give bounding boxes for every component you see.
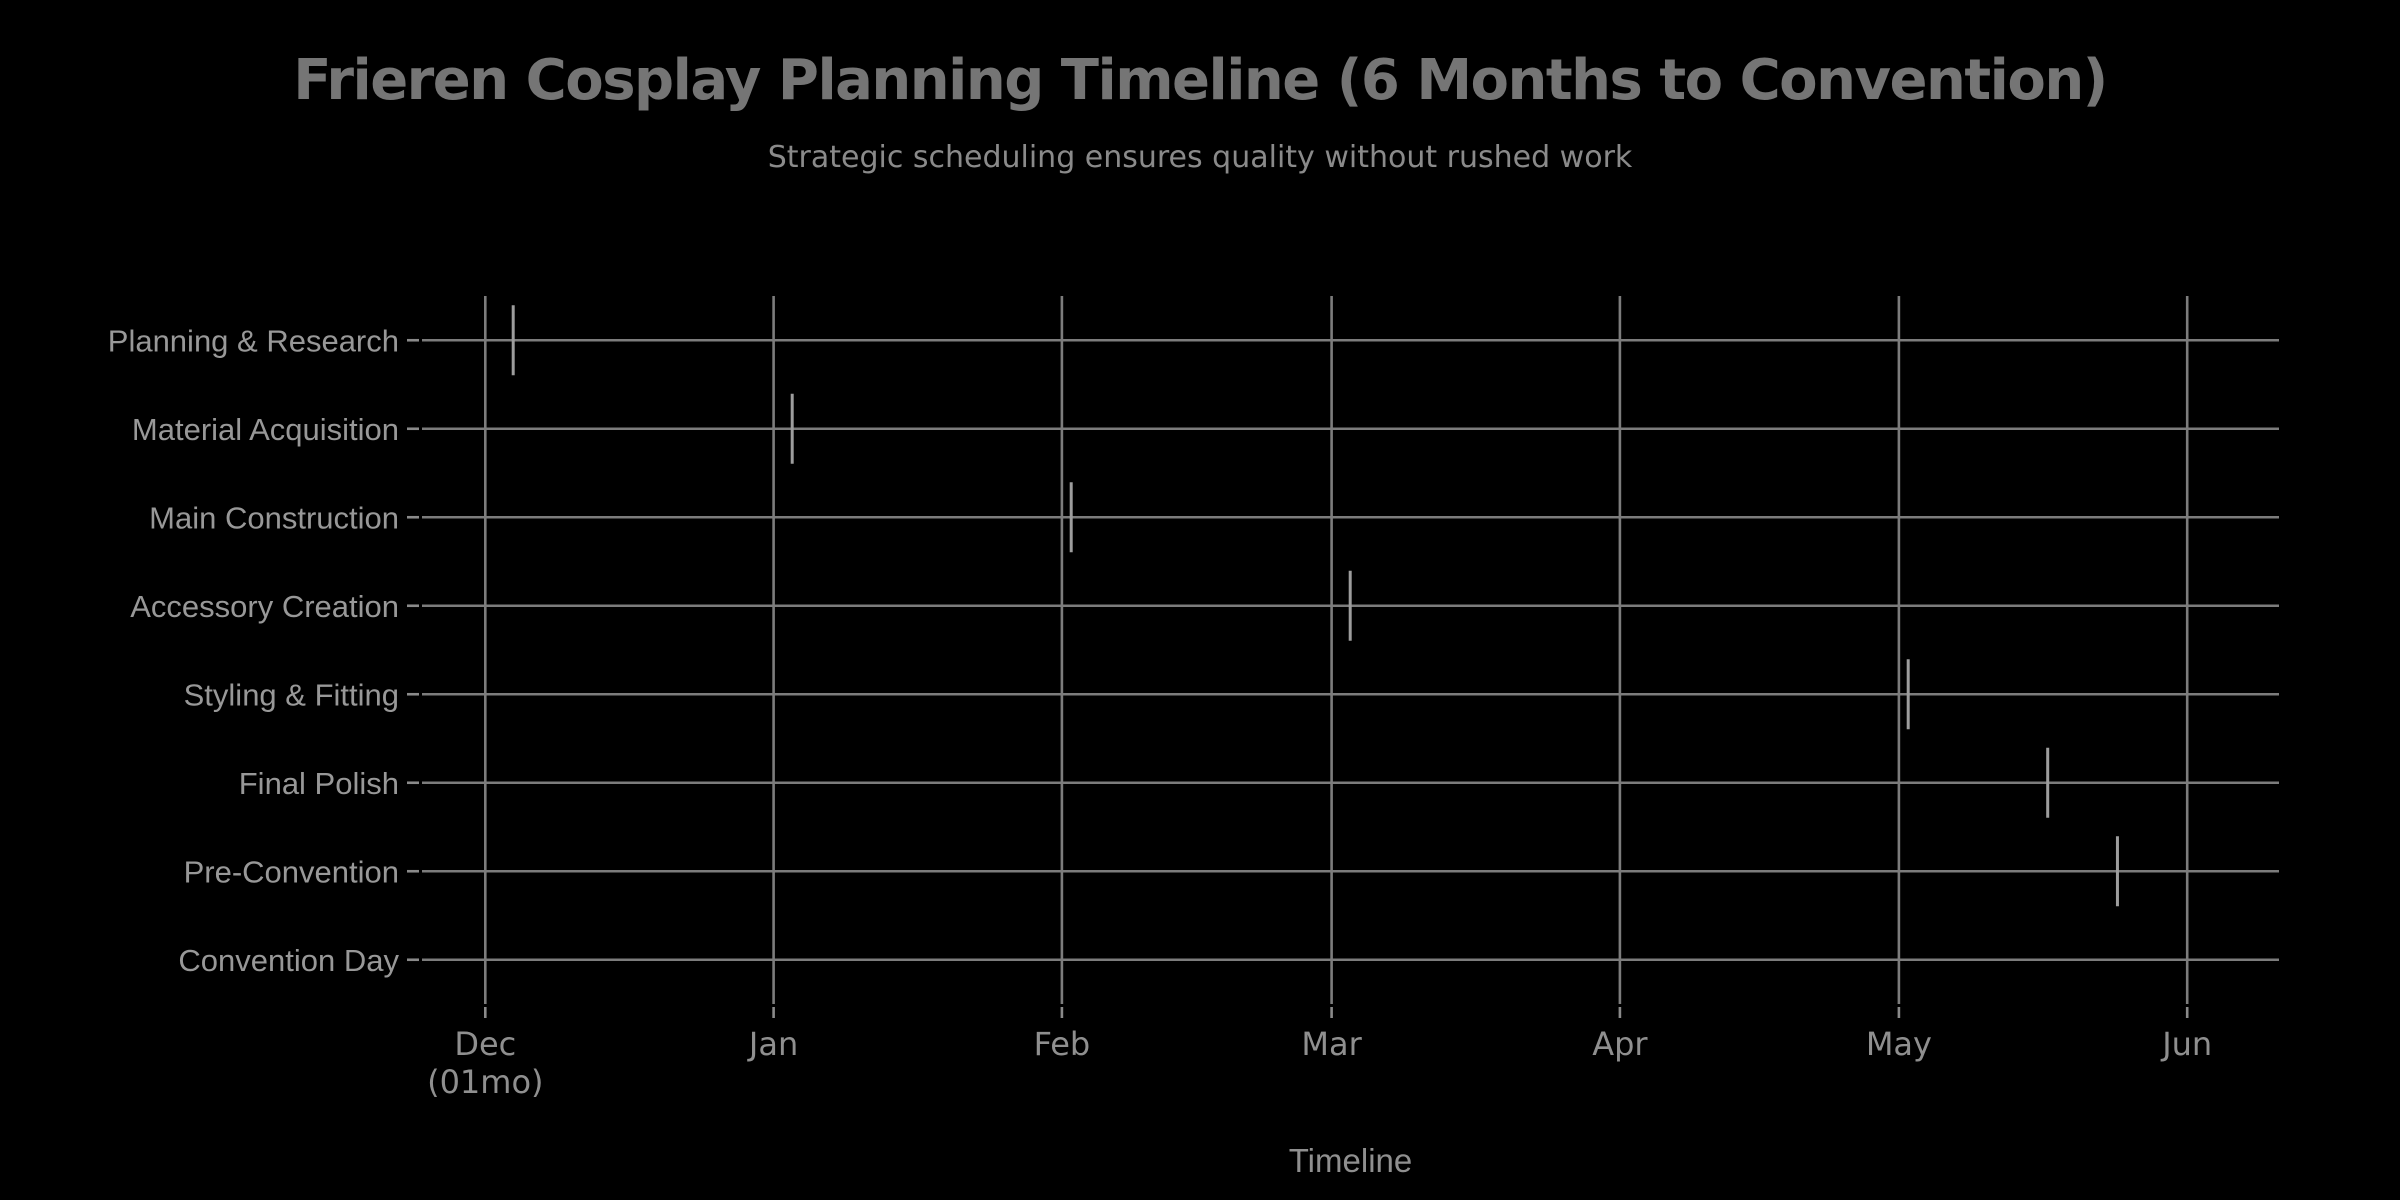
task-label: Main Construction [149,500,399,535]
x-tick-label: Jan [747,1025,798,1063]
task-label: Accessory Creation [130,589,399,624]
x-tick-label: Feb [1034,1025,1091,1063]
task-label: Styling & Fitting [184,677,399,712]
x-tick-sublabel: (01mo) [427,1063,543,1101]
task-label: Pre-Convention [184,854,399,889]
task-label: Final Polish [239,766,399,801]
task-label: Material Acquisition [132,412,399,447]
x-tick-label: May [1866,1025,1932,1063]
x-axis-label: Timeline [1289,1142,1412,1179]
x-tick-label: Apr [1592,1025,1648,1063]
task-label: Convention Day [178,943,399,978]
x-tick-label: Dec [454,1025,516,1063]
chart-subtitle: Strategic scheduling ensures quality wit… [767,140,1633,175]
task-label: Planning & Research [108,323,399,358]
x-tick-label: Jun [2160,1025,2212,1063]
x-tick-label: Mar [1301,1025,1362,1063]
chart-title: Frieren Cosplay Planning Timeline (6 Mon… [293,48,2108,113]
